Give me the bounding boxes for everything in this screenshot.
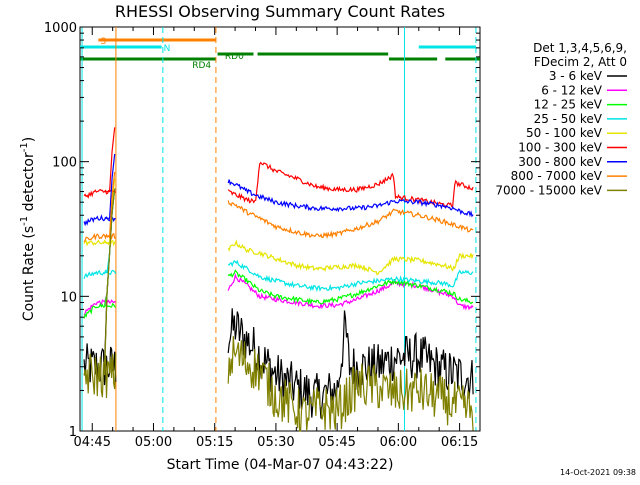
data-series [83,127,474,432]
legend-label: 12 - 25 keV [534,98,603,112]
series-flare-spike [104,153,116,219]
y-axis: 1 10 100 1000 [44,21,480,440]
legend-label: 3 - 6 keV [549,69,603,83]
x-tick-label: 06:00 [380,435,417,450]
legend-title-line1: Det 1,3,4,5,6,9, [533,41,627,55]
series-line [227,308,474,419]
series-line [227,179,474,218]
y-axis-label-main: Count Rate (s [21,226,37,321]
series-line [227,200,474,240]
legend-label: 800 - 7000 keV [511,169,603,183]
x-tick-label: 05:30 [257,435,294,450]
x-axis: 04:45 05:00 05:15 05:30 05:45 06:00 06:15 [74,27,478,450]
y-tick-label: 1000 [44,21,77,36]
x-tick-label: 05:15 [196,435,233,450]
x-tick-label: 05:45 [318,435,355,450]
series-line [83,299,117,316]
series-line [227,239,474,276]
series-flare-spike [104,171,116,237]
series-line [227,259,474,293]
y-axis-label: Count Rate (s-1 detector-1) [19,137,37,321]
x-axis-label: Start Time (04-Mar-07 04:43:22) [167,457,394,473]
legend-title-line2: FDecim 2, Att 0 [534,55,627,69]
x-tick-label: 04:45 [74,435,111,450]
series-line [83,189,117,199]
series-line [83,269,117,279]
x-tick-label: 06:15 [441,435,478,450]
legend-label: 7000 - 15000 keV [495,183,602,197]
x-tick-label: 05:00 [135,435,172,450]
series-flare-spike [103,188,116,376]
status-bars: S N RD0 RD4 [80,37,480,71]
series-line [83,239,117,247]
footer-timestamp: 14-Oct-2021 09:38 [560,468,636,477]
legend-label: 300 - 800 keV [518,155,602,169]
series-flare-spike [104,178,116,244]
y-tick-label: 10 [60,290,77,305]
series-line [83,353,117,399]
y-axis-label-mid: detector [21,152,37,216]
legend: Det 1,3,4,5,6,9, FDecim 2, Att 0 3 - 6 k… [495,41,627,197]
status-label-n: N [164,44,171,54]
status-label-s: S [100,37,106,47]
y-tick-label: 1 [69,425,77,440]
y-axis-label-sup1: -1 [19,216,30,226]
series-line [227,273,474,311]
status-label-rd4: RD4 [192,61,211,71]
series-line [227,269,474,306]
legend-label: 25 - 50 keV [534,112,603,126]
y-axis-label-sup2: -1 [19,142,30,152]
legend-label: 100 - 300 keV [518,141,602,155]
legend-label: 50 - 100 keV [526,126,603,140]
legend-label: 6 - 12 keV [541,83,603,97]
series-line [227,336,474,432]
status-label-rd0: RD0 [225,52,244,62]
plot-border [79,26,481,432]
plot-frame [79,26,481,432]
series-line [83,302,117,319]
chart-title: RHESSI Observing Summary Count Rates [115,2,445,21]
y-axis-label-end: ) [21,137,37,142]
y-tick-label: 100 [52,156,77,171]
series-flare-spike [104,127,116,193]
